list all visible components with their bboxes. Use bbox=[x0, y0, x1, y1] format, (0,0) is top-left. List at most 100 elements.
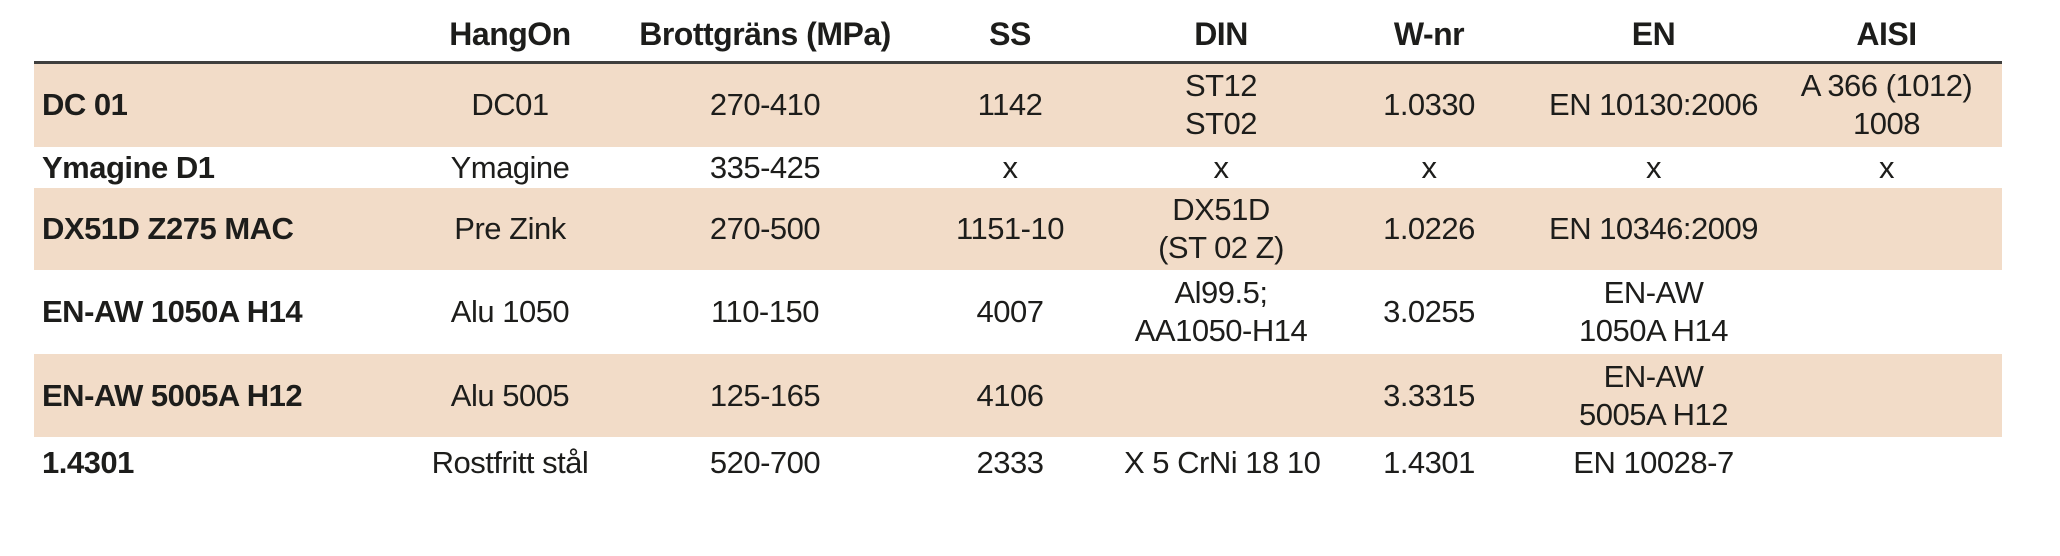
material-name-cell: DC 01 bbox=[34, 62, 390, 147]
spec-cell: EN 10346:2009 bbox=[1536, 188, 1771, 270]
cell-line: Ymagine D1 bbox=[42, 149, 215, 185]
spec-cell: Pre Zink bbox=[390, 188, 630, 270]
cell-line: (ST 02 Z) bbox=[1158, 230, 1284, 265]
cell-line: Al99.5; bbox=[1174, 275, 1268, 310]
cell-line: 335-425 bbox=[709, 149, 821, 185]
spec-cell: 1.0330 bbox=[1322, 62, 1536, 147]
spec-cell: x bbox=[900, 147, 1120, 188]
spec-cell: 335-425 bbox=[630, 147, 900, 188]
spec-cell: 4007 bbox=[900, 270, 1120, 354]
table-row: EN-AW 1050A H14 Alu 1050 110-150 4007 Al99.5… bbox=[34, 270, 2002, 354]
spec-cell: 1142 bbox=[900, 62, 1120, 147]
spec-cell: 520-700 bbox=[630, 437, 900, 489]
cell-line: DC 01 bbox=[42, 87, 128, 123]
spec-cell: 110-150 bbox=[630, 270, 900, 354]
cell-line: 270-500 bbox=[709, 211, 821, 246]
spec-cell: EN-AW 1050A H14 bbox=[1536, 270, 1771, 354]
cell-line: 4007 bbox=[976, 294, 1044, 329]
cell-line: X 5 CrNi 18 10 bbox=[1124, 445, 1321, 480]
cell-line: 1050A H14 bbox=[1579, 313, 1728, 348]
spec-cell: ST12 ST02 bbox=[1120, 62, 1322, 147]
cell-line: ST12 bbox=[1184, 68, 1258, 104]
spec-cell: 4106 bbox=[900, 354, 1120, 437]
cell-line: x bbox=[1646, 149, 1662, 185]
spec-cell bbox=[1120, 354, 1322, 437]
spec-cell: x bbox=[1536, 147, 1771, 188]
spec-cell bbox=[1771, 188, 2002, 270]
spec-cell: 1151-10 bbox=[900, 188, 1120, 270]
cell-line: 2333 bbox=[976, 445, 1044, 480]
cell-line: Pre Zink bbox=[454, 211, 566, 246]
cell-line: 4106 bbox=[976, 377, 1044, 413]
spec-cell: Ymagine bbox=[390, 147, 630, 188]
cell-line: EN-AW 5005A H12 bbox=[42, 377, 303, 413]
table-row: DC 01 DC01 270-410 1142 ST12 ST02 1.0330 EN 101… bbox=[34, 62, 2002, 147]
spec-cell: A 366 (1012) 1008 bbox=[1771, 62, 2002, 147]
cell-line: 1.0226 bbox=[1383, 211, 1475, 246]
table-header: HangOn Brottgräns (MPa) SS DIN W-nr EN A… bbox=[34, 0, 2002, 64]
spec-cell: Al99.5; AA1050-H14 bbox=[1120, 270, 1322, 354]
cell-line: 110-150 bbox=[711, 294, 819, 329]
cell-line: ST02 bbox=[1184, 106, 1258, 142]
cell-line: Alu 1050 bbox=[450, 294, 570, 329]
spec-cell: x bbox=[1120, 147, 1322, 188]
cell-line: 1.4301 bbox=[1383, 445, 1475, 480]
spec-cell: 270-410 bbox=[630, 62, 900, 147]
cell-line: x bbox=[1421, 149, 1438, 185]
table-row: EN-AW 5005A H12 Alu 5005 125-165 4106 3.3315… bbox=[34, 354, 2002, 437]
header-din: DIN bbox=[1120, 0, 1322, 64]
cell-line: Rostfritt stål bbox=[431, 445, 589, 480]
cell-line: x bbox=[1879, 149, 1895, 185]
material-name-cell: EN-AW 5005A H12 bbox=[34, 354, 390, 437]
material-spec-table: HangOn Brottgräns (MPa) SS DIN W-nr EN A… bbox=[34, 0, 2002, 489]
header-ss: SS bbox=[900, 0, 1120, 64]
material-name-cell: DX51D Z275 MAC bbox=[34, 188, 390, 270]
cell-line: 1151-10 bbox=[956, 211, 1064, 246]
cell-line: 520-700 bbox=[709, 445, 821, 480]
spec-cell: 125-165 bbox=[630, 354, 900, 437]
cell-line: DC01 bbox=[471, 87, 549, 123]
table-body: DC 01 DC01 270-410 1142 ST12 ST02 1.0330 EN 101… bbox=[34, 62, 2002, 489]
cell-line: EN-AW 1050A H14 bbox=[42, 294, 303, 329]
spec-cell: 3.3315 bbox=[1322, 354, 1536, 437]
spec-cell: EN 10028-7 bbox=[1536, 437, 1771, 489]
cell-line: 3.0255 bbox=[1383, 294, 1475, 329]
table-row: DX51D Z275 MAC Pre Zink 270-500 1151-10 DX51… bbox=[34, 188, 2002, 270]
spec-cell: DX51D (ST 02 Z) bbox=[1120, 188, 1322, 270]
spec-cell: x bbox=[1322, 147, 1536, 188]
cell-line: Alu 5005 bbox=[450, 377, 570, 413]
spec-cell bbox=[1771, 437, 2002, 489]
cell-line: EN 10028-7 bbox=[1573, 445, 1734, 480]
spec-cell: Alu 1050 bbox=[390, 270, 630, 354]
material-name-cell: EN-AW 1050A H14 bbox=[34, 270, 390, 354]
header-aisi: AISI bbox=[1771, 0, 2002, 64]
cell-line: 1.0330 bbox=[1383, 87, 1475, 123]
cell-line: 1008 bbox=[1853, 106, 1920, 142]
cell-line: EN 10130:2006 bbox=[1549, 87, 1758, 123]
header-en: EN bbox=[1536, 0, 1771, 64]
cell-line: AA1050-H14 bbox=[1134, 313, 1308, 348]
cell-line: EN-AW bbox=[1603, 358, 1704, 394]
table-row: 1.4301 Rostfritt stål 520-700 2333 X 5 CrNi … bbox=[34, 437, 2002, 489]
spec-cell: 2333 bbox=[900, 437, 1120, 489]
spec-cell: EN-AW 5005A H12 bbox=[1536, 354, 1771, 437]
spec-cell: 1.0226 bbox=[1322, 188, 1536, 270]
material-name-cell: 1.4301 bbox=[34, 437, 390, 489]
material-name-cell: Ymagine D1 bbox=[34, 147, 390, 188]
cell-line: x bbox=[1002, 149, 1019, 185]
table-row: Ymagine D1 Ymagine 335-425 x x x x x bbox=[34, 147, 2002, 188]
spec-cell: DC01 bbox=[390, 62, 630, 147]
header-brottgrans: Brottgräns (MPa) bbox=[630, 0, 900, 64]
spec-cell bbox=[1771, 270, 2002, 354]
spec-cell: Alu 5005 bbox=[390, 354, 630, 437]
cell-line: DX51D bbox=[1172, 192, 1270, 227]
header-wnr: W-nr bbox=[1322, 0, 1536, 64]
cell-line: Ymagine bbox=[450, 149, 570, 185]
spec-cell: 1.4301 bbox=[1322, 437, 1536, 489]
cell-line: x bbox=[1213, 149, 1230, 185]
spec-cell: X 5 CrNi 18 10 bbox=[1120, 437, 1322, 489]
cell-line: EN-AW bbox=[1603, 275, 1704, 310]
cell-line: A 366 (1012) bbox=[1800, 68, 1973, 104]
cell-line: 3.3315 bbox=[1383, 377, 1475, 413]
